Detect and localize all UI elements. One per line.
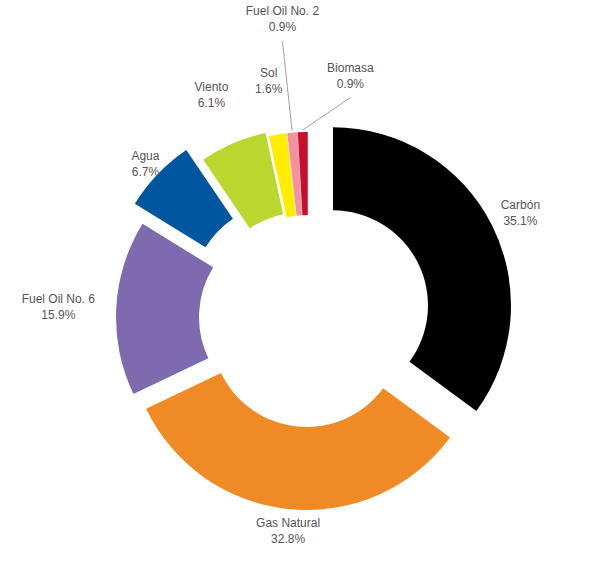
value-label: 6.7% bbox=[132, 165, 160, 179]
labels: Carbón 35.1% Gas Natural 32.8% Fuel Oil No. … bbox=[22, 4, 540, 546]
pie bbox=[116, 127, 511, 510]
slice bbox=[298, 132, 308, 215]
slice bbox=[146, 373, 450, 510]
value-label: 35.1% bbox=[503, 214, 537, 228]
value-label: 32.8% bbox=[271, 532, 305, 546]
value-label: 15.9% bbox=[41, 308, 75, 322]
slice-label: Fuel Oil No. 6 bbox=[22, 292, 96, 306]
slice-label: Carbón bbox=[501, 198, 540, 212]
leader-line bbox=[282, 41, 292, 131]
slice-label: Biomasa bbox=[327, 61, 374, 75]
value-label: 1.6% bbox=[255, 82, 283, 96]
slice-label: Fuel Oil No. 2 bbox=[246, 4, 320, 18]
slice-label: Viento bbox=[194, 80, 228, 94]
value-label: 0.9% bbox=[337, 77, 365, 91]
slice bbox=[333, 127, 511, 411]
slice-label: Sol bbox=[260, 66, 277, 80]
slice-label: Agua bbox=[131, 149, 159, 163]
slice bbox=[116, 224, 213, 394]
value-label: 0.9% bbox=[269, 20, 297, 34]
leader-line bbox=[303, 98, 351, 130]
value-label: 6.1% bbox=[198, 96, 226, 110]
slice bbox=[203, 133, 283, 228]
chart: Carbón 35.1% Gas Natural 32.8% Fuel Oil No. … bbox=[0, 0, 611, 567]
slice-label: Gas Natural bbox=[256, 516, 320, 530]
